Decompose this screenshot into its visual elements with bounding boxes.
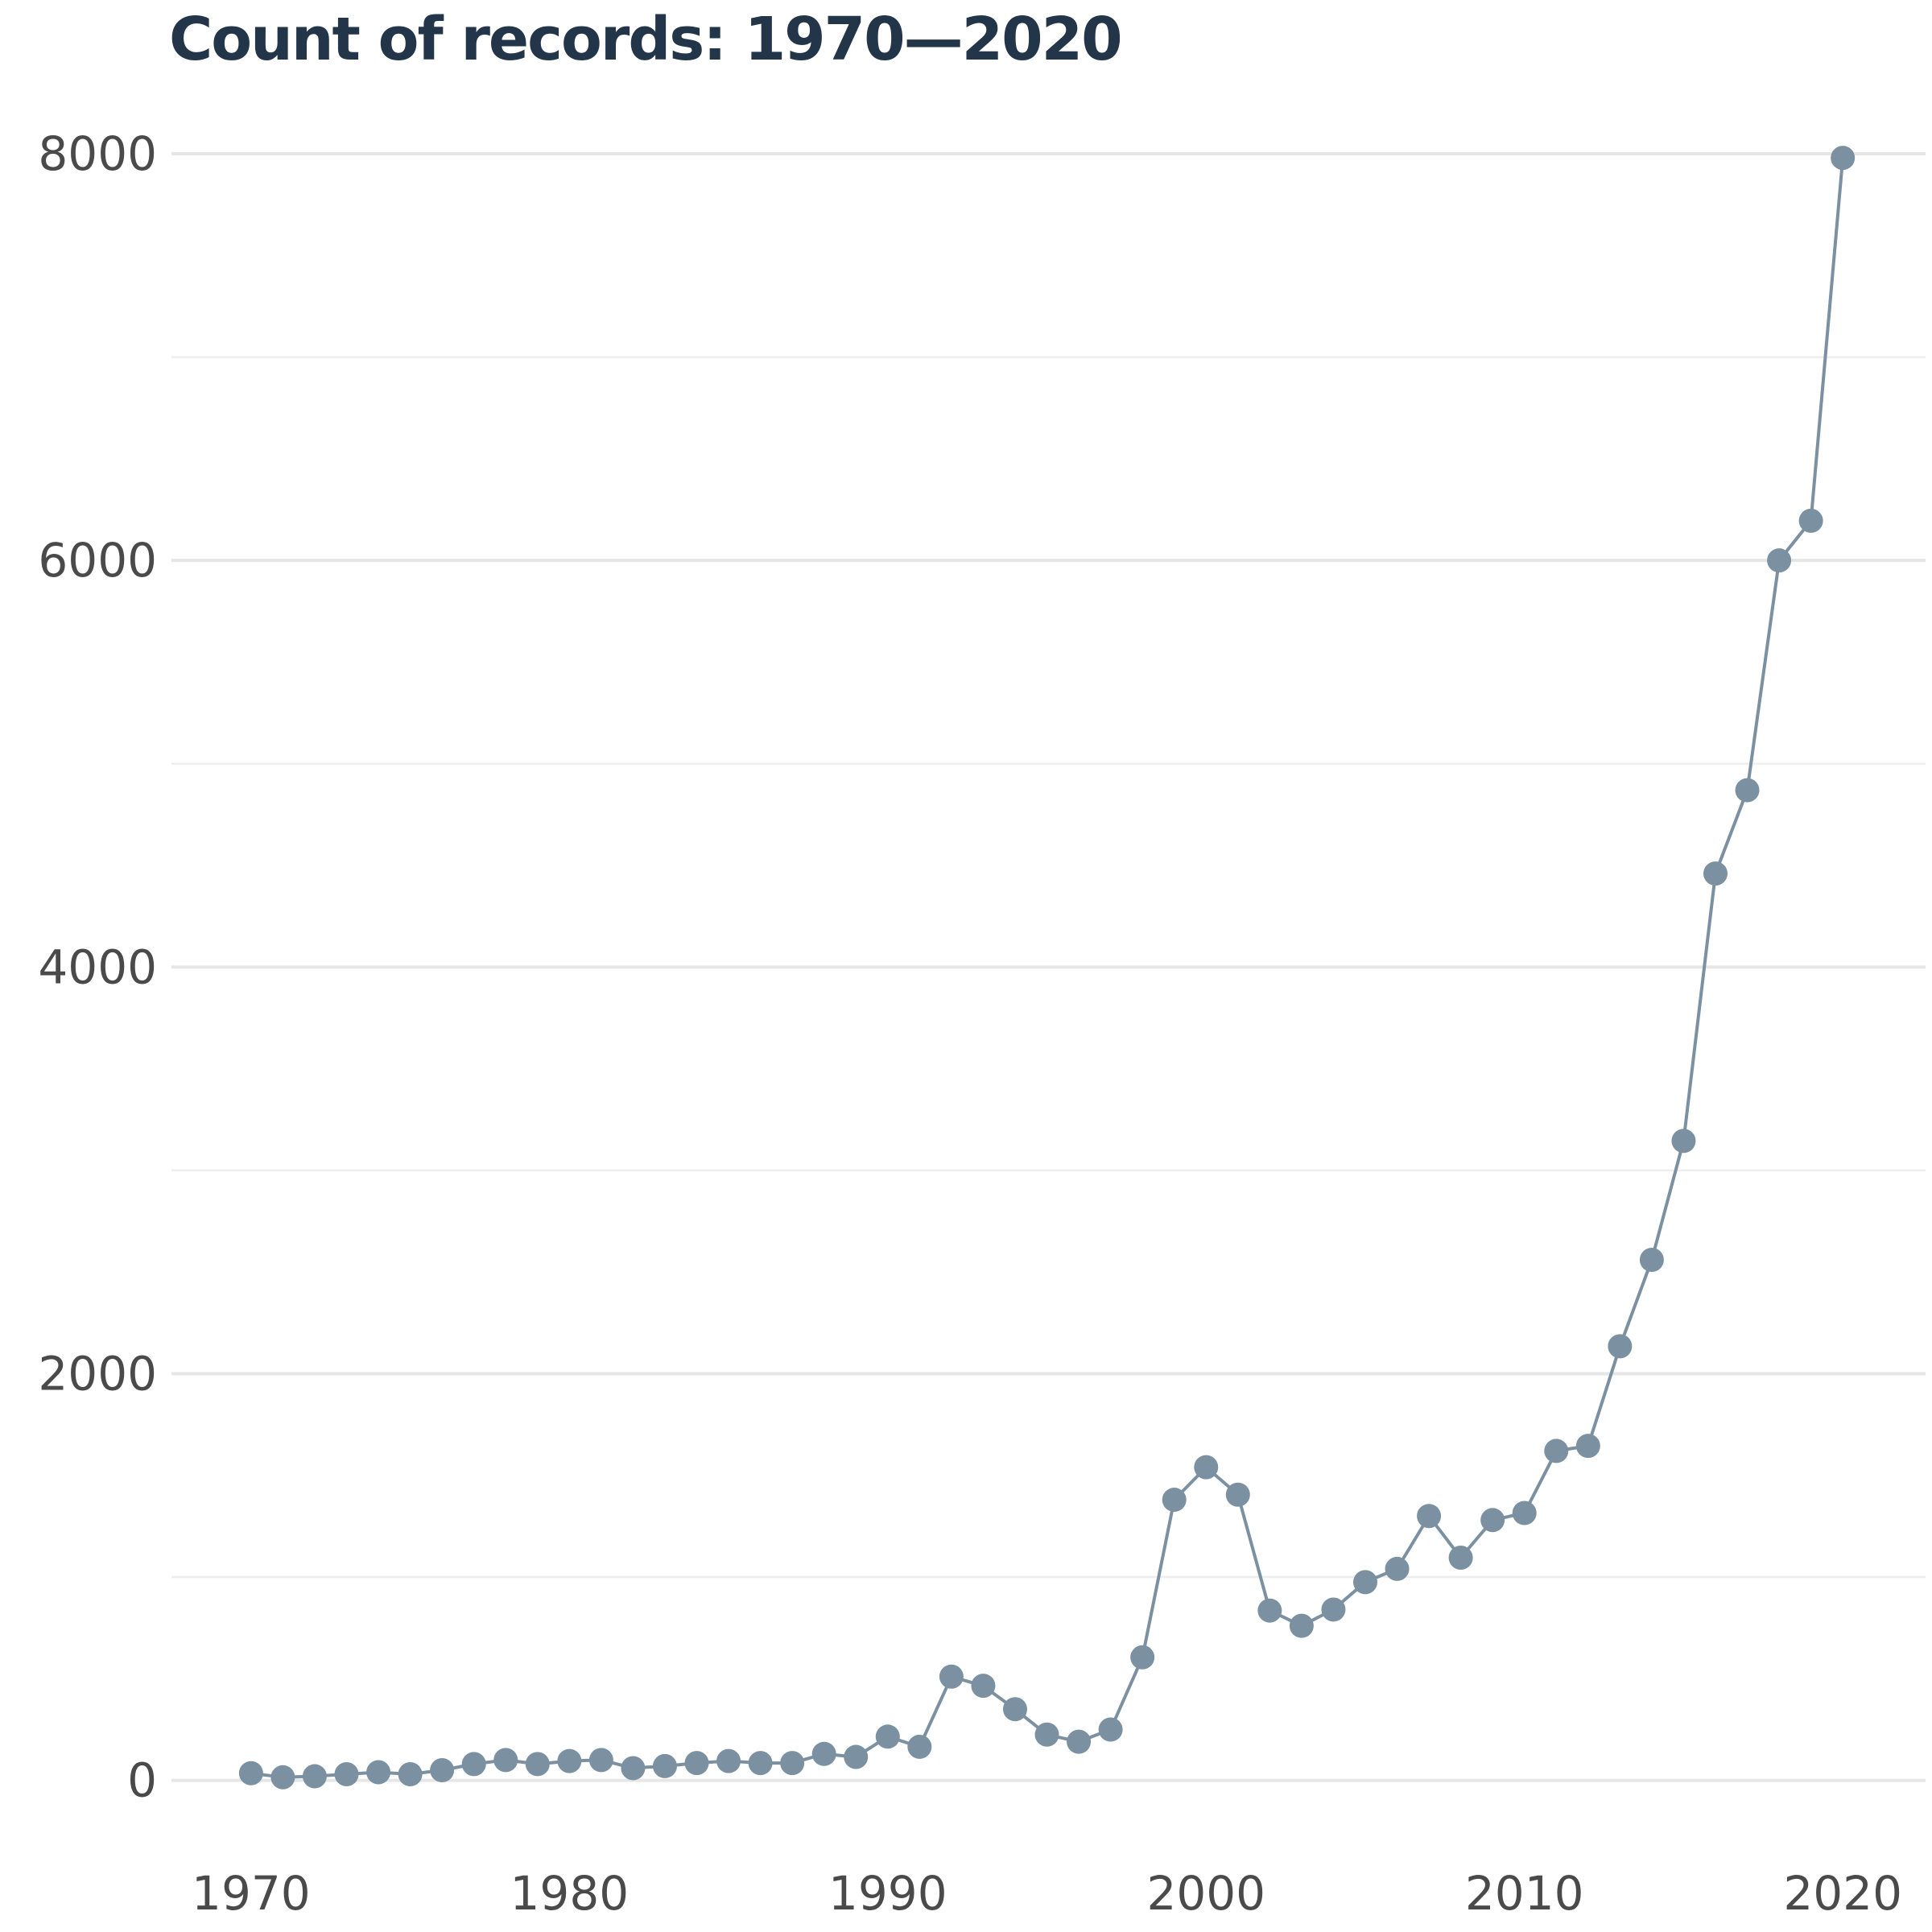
y-tick-label: 6000 [38,533,157,588]
y-axis: 0 2000 4000 6000 8000 [38,126,157,1808]
data-point [1225,1482,1250,1507]
x-tick-label: 1970 [192,1866,311,1921]
data-point [1352,1570,1377,1595]
data-point [1831,146,1856,171]
y-tick-label: 4000 [38,939,157,994]
data-point [302,1764,327,1789]
data-point [1735,778,1760,803]
data-point [1194,1455,1219,1480]
data-point [1289,1613,1314,1638]
data-point [1067,1729,1092,1754]
data-point [748,1751,773,1776]
data-point [1130,1645,1155,1670]
y-tick-label: 2000 [38,1346,157,1401]
data-point [1798,508,1823,533]
data-point [1767,548,1792,573]
data-point [557,1748,582,1773]
y-tick-label: 0 [127,1753,157,1808]
x-tick-label: 2000 [1146,1866,1265,1921]
data-point [875,1724,900,1749]
data-point [971,1674,996,1699]
data-point [1703,861,1728,886]
data-point [1448,1546,1473,1571]
data-point [270,1765,295,1790]
data-point [238,1761,263,1785]
x-tick-label: 2010 [1465,1866,1584,1921]
data-point [334,1762,359,1787]
data-point [1575,1434,1600,1459]
data-point [1034,1722,1059,1747]
data-point [1385,1556,1410,1581]
series [238,146,1856,1790]
data-point [1002,1697,1027,1722]
data-point [684,1751,709,1776]
data-point [1417,1504,1442,1529]
data-point [1098,1717,1123,1742]
data-point [780,1751,805,1776]
data-point [1512,1501,1537,1525]
data-point [398,1762,423,1787]
data-point [493,1748,518,1773]
data-point [621,1756,646,1781]
x-tick-label: 1990 [828,1866,947,1921]
gridlines [171,152,1926,1782]
data-point [939,1664,964,1689]
data-point [844,1744,869,1769]
data-point [716,1748,741,1773]
y-tick-label: 8000 [38,126,157,181]
data-point [907,1734,932,1759]
data-point [366,1760,391,1785]
data-point [430,1757,455,1782]
data-point [811,1741,836,1766]
x-tick-label: 2020 [1783,1866,1902,1921]
data-point [588,1748,613,1773]
x-tick-label: 1980 [510,1866,630,1921]
x-axis: 1970 1980 1990 2000 2010 2020 [192,1866,1902,1921]
data-point [1321,1597,1346,1622]
data-point [1480,1508,1505,1533]
data-point [461,1752,486,1777]
data-point [1162,1488,1187,1513]
data-point [1671,1129,1696,1154]
data-point [525,1752,550,1777]
chart-title: Count of records: 1970—2020 [169,5,1123,74]
data-point [1608,1334,1633,1359]
data-point [1544,1439,1569,1463]
data-point [1257,1598,1282,1623]
data-point [652,1753,677,1778]
data-point [1639,1248,1664,1273]
